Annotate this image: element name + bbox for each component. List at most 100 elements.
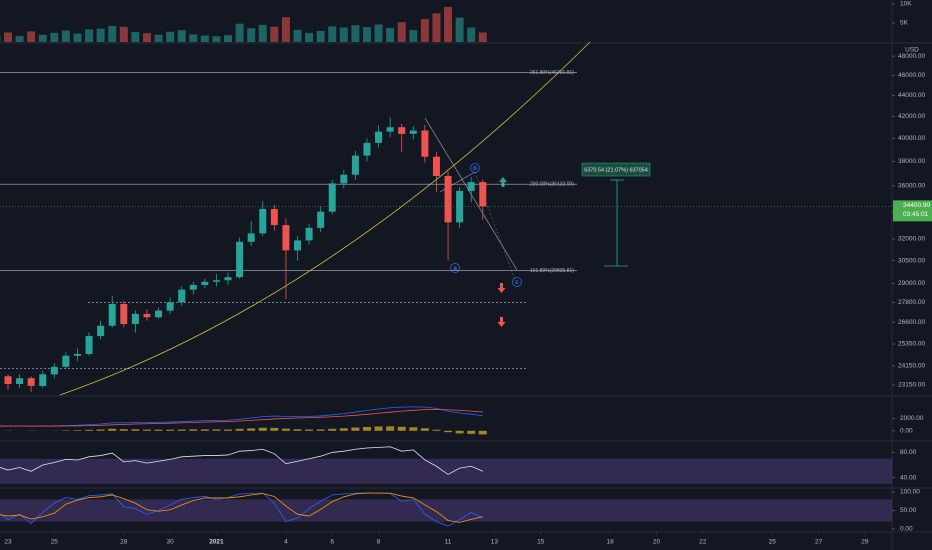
volume-bar: [397, 22, 406, 42]
x-tick-label: 15: [537, 539, 545, 546]
candle-body: [178, 289, 186, 303]
candle-body: [4, 376, 12, 384]
stoch-d-line: [0, 492, 483, 523]
wave-marker: [512, 277, 522, 287]
candle-body: [409, 130, 417, 134]
macd-hist: [131, 429, 140, 431]
candle-body: [39, 374, 47, 386]
macd-hist: [235, 428, 244, 431]
x-tick-label: 6: [330, 539, 334, 546]
y-tick-label: 42000.00: [898, 113, 925, 120]
candle-body: [340, 174, 348, 184]
macd-hist: [444, 430, 453, 433]
rsi-line: [0, 446, 483, 475]
wave-marker: [470, 163, 480, 173]
volume-bar: [212, 36, 221, 42]
macd-hist: [351, 427, 360, 431]
candle-body: [97, 325, 105, 337]
macd-hist: [420, 428, 429, 431]
axis-unit: USD: [905, 47, 919, 54]
x-tick-label: 18: [607, 539, 615, 546]
projection-line: [474, 171, 516, 281]
last-price-tag: [893, 200, 932, 222]
y-tick-label: 29000.00: [898, 280, 925, 287]
x-tick-label: 20: [653, 539, 661, 546]
candle-body: [294, 240, 301, 251]
volume-bar: [293, 29, 302, 42]
volume-bar: [247, 28, 256, 42]
volume-bar: [73, 33, 82, 42]
x-tick-label: 4: [284, 539, 288, 546]
macd-hist: [339, 428, 348, 431]
volume-bar: [374, 24, 383, 42]
level-label: 161.80%(29835.81): [530, 268, 574, 274]
candle-body: [62, 355, 70, 367]
macd-hist: [432, 429, 441, 431]
volume-bar: [119, 26, 128, 42]
volume-bar: [50, 32, 59, 42]
macd-hist: [281, 428, 290, 431]
macd-hist: [119, 429, 128, 431]
candle-body: [189, 284, 197, 290]
y-tick-label: 38000.00: [898, 158, 925, 165]
y-tick-label: 2000.00: [900, 415, 924, 422]
volume-bar: [420, 19, 429, 42]
last-price-label: 34400.90: [903, 202, 930, 209]
macd-line: [0, 406, 483, 427]
candle-body: [328, 183, 336, 212]
volume-bar: [339, 27, 348, 42]
macd-hist: [258, 427, 267, 431]
macd-hist: [154, 429, 163, 431]
volume-bar: [38, 34, 47, 42]
y-tick-label: 100.00: [900, 489, 920, 496]
down-arrow: [497, 283, 506, 293]
down-arrow: [497, 317, 506, 327]
candle-body: [259, 208, 267, 234]
y-tick-label: 30500.00: [898, 257, 925, 264]
volume-bar: [4, 32, 12, 42]
volume-bar: [351, 25, 360, 42]
volume-bar: [224, 35, 233, 42]
y-tick-label: 10K: [900, 1, 912, 8]
volume-bar: [27, 31, 36, 42]
band: [0, 458, 892, 484]
candle-body: [305, 227, 313, 241]
x-tick-label: 25: [769, 539, 777, 546]
x-tick-label: 28: [120, 539, 128, 546]
y-tick-label: 23150.00: [898, 382, 925, 389]
volume-bar: [189, 34, 198, 42]
macd-hist: [316, 429, 325, 431]
macd-hist: [85, 429, 94, 431]
macd-hist: [455, 430, 464, 434]
x-tick-label: 25: [51, 539, 59, 546]
macd-hist: [328, 428, 337, 431]
candle-body: [224, 277, 232, 281]
volume-bar: [386, 27, 395, 42]
macd-hist: [386, 426, 395, 431]
macd-hist: [270, 427, 279, 431]
volume-bar: [362, 27, 371, 42]
macd-hist: [96, 429, 105, 431]
countdown: 03:45:01: [903, 211, 929, 218]
y-tick-label: 36000.00: [898, 183, 925, 190]
x-tick-label: 8: [377, 539, 381, 546]
y-tick-label: 27800.00: [898, 299, 925, 306]
volume-bar: [270, 26, 279, 42]
macd-hist: [108, 428, 117, 431]
volume-bar: [142, 33, 151, 42]
y-tick-label: 50.00: [900, 507, 917, 514]
candle-body: [143, 313, 151, 318]
y-tick-label: 25350.00: [898, 341, 925, 348]
volume-bar: [177, 30, 186, 42]
macd-hist: [397, 426, 406, 431]
macd-hist: [166, 429, 175, 431]
y-tick-label: 48000.00: [898, 53, 925, 60]
volume-bar: [96, 28, 105, 42]
wave-label: b: [473, 165, 477, 172]
macd-hist: [409, 427, 418, 431]
macd-hist: [200, 429, 209, 431]
macd-hist: [467, 430, 476, 434]
candle-body: [456, 190, 464, 223]
signal-line: [0, 409, 483, 427]
candle-body: [73, 353, 81, 356]
